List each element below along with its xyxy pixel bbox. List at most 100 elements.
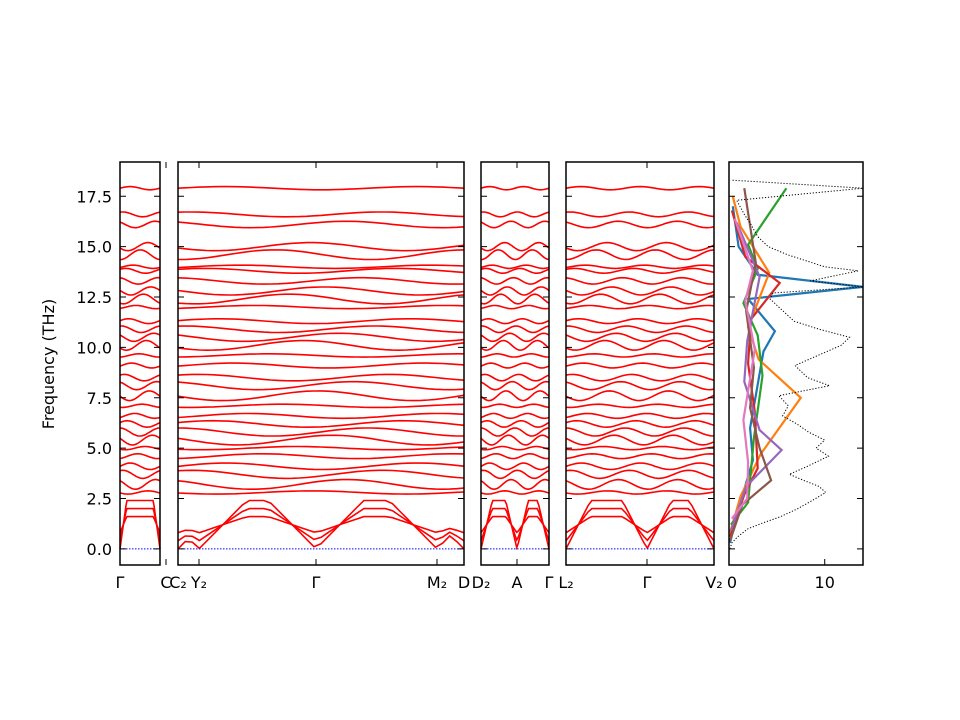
band-curve — [177, 434, 465, 446]
band-curve — [565, 373, 715, 382]
band-curve — [565, 352, 715, 358]
ytick-label: 17.5 — [76, 187, 112, 206]
band-curve — [177, 403, 465, 409]
band-curve — [177, 427, 464, 437]
band-curve — [480, 267, 550, 274]
band-curve — [480, 390, 550, 402]
band-curve — [480, 362, 550, 369]
panel-0-frame — [119, 161, 161, 566]
band-curve — [480, 318, 550, 325]
dos-xtick-labels: 0 10 — [727, 559, 835, 592]
band-curve — [565, 462, 715, 471]
band-curve — [177, 339, 465, 352]
band-curve — [480, 304, 550, 310]
ytick-label: 12.5 — [76, 288, 112, 307]
band-curve — [565, 499, 715, 550]
band-curve — [480, 241, 550, 252]
band-curve — [119, 469, 161, 480]
band-curve — [177, 293, 465, 305]
band-curve — [480, 373, 550, 382]
band-panel-l2-gamma-v2: L₂ Γ V₂ — [558, 161, 723, 592]
band-curve — [177, 412, 465, 420]
band-curve — [119, 427, 160, 437]
xtick-label: Y₂ — [190, 573, 207, 592]
band-curve — [177, 332, 465, 343]
band-curve — [119, 489, 161, 495]
band-curve — [565, 211, 715, 218]
band-curve — [565, 478, 715, 491]
panel-0-bands — [119, 185, 161, 550]
frequency-axis: 0.0 2.5 5.0 7.5 10.0 12.5 15.0 17.5 — [76, 187, 863, 559]
band-curve — [565, 469, 715, 480]
band-curve — [480, 420, 550, 428]
band-curve — [177, 185, 465, 191]
band-curve — [565, 220, 715, 229]
band-curve — [565, 241, 715, 252]
panel-2-xtick-labels: D₂ A Γ — [472, 162, 554, 592]
band-curve — [177, 507, 465, 542]
band-curve — [119, 293, 161, 305]
band-curve — [480, 462, 550, 471]
band-curve — [119, 362, 161, 369]
band-curve — [177, 362, 465, 369]
band-curve — [480, 353, 549, 358]
band-curve — [119, 304, 161, 310]
band-curve — [177, 469, 465, 480]
band-curve — [480, 249, 550, 261]
band-curve — [565, 293, 715, 305]
band-curve — [177, 267, 465, 274]
band-curve — [119, 445, 161, 451]
xtick-label: Γ — [643, 573, 652, 592]
band-curve — [177, 353, 464, 358]
band-curve — [119, 332, 161, 343]
band-curve — [565, 412, 715, 420]
band-curve — [565, 390, 715, 402]
band-curve — [480, 403, 550, 409]
band-curve — [177, 462, 465, 471]
band-curve — [177, 241, 465, 252]
band-curve — [178, 249, 465, 261]
band-curve — [480, 276, 550, 285]
ytick-label: 10.0 — [76, 338, 112, 357]
band-curve — [177, 445, 465, 451]
dos-curves — [728, 179, 864, 550]
band-curve — [177, 490, 465, 495]
band-curve — [177, 515, 465, 534]
band-curve — [480, 211, 550, 218]
band-curve — [119, 318, 161, 325]
band-curve — [480, 507, 550, 542]
band-curve — [119, 412, 161, 420]
band-curve — [565, 339, 715, 351]
xtick-label: M₂ — [427, 573, 447, 592]
band-curve — [565, 362, 715, 369]
band-curve — [119, 453, 161, 460]
band-curve — [565, 434, 715, 446]
band-curve — [565, 276, 715, 285]
band-curve — [565, 286, 715, 296]
band-curve — [177, 286, 465, 296]
band-curve — [565, 318, 715, 325]
band-curve — [119, 220, 161, 229]
band-curve — [565, 507, 715, 542]
dos-xtick-label: 10 — [815, 573, 835, 592]
panel-2-frame — [480, 161, 550, 566]
xtick-label: D — [458, 573, 470, 592]
band-curve — [480, 339, 550, 352]
band-curve — [119, 276, 161, 285]
band-curve — [177, 453, 465, 460]
band-curve — [177, 318, 465, 325]
band-curve — [177, 211, 465, 218]
band-curve — [119, 241, 161, 252]
band-curve — [480, 286, 550, 296]
band-curve — [480, 380, 550, 391]
band-curve — [565, 264, 715, 270]
dos-xtick-label: 0 — [727, 573, 737, 592]
band-curve — [177, 390, 465, 402]
band-curve — [119, 499, 161, 550]
ytick-label: 7.5 — [87, 389, 112, 408]
band-curve — [119, 373, 161, 382]
band-panel-c2-y2-gamma-m2-d: C₂ Y₂ Γ M₂ D — [169, 161, 470, 592]
band-curve — [480, 325, 550, 334]
band-curve — [119, 434, 161, 446]
